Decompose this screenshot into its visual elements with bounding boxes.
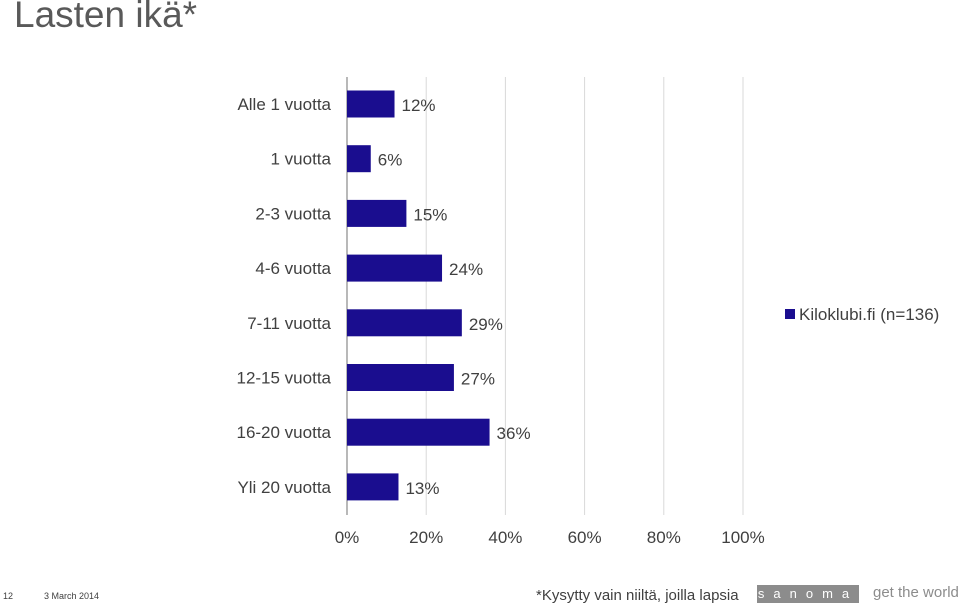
data-label: 15% (413, 205, 447, 224)
data-label: 12% (402, 96, 436, 115)
bar (347, 90, 395, 118)
page-title: Lasten ikä* (14, 0, 198, 35)
bar (347, 418, 490, 446)
category-label: 12-15 vuotta (236, 369, 331, 388)
data-label: 13% (405, 479, 439, 498)
x-tick-labels: 0% 20% 40% 60% 80% 100% (335, 528, 765, 547)
data-label: 29% (469, 315, 503, 334)
category-label: Alle 1 vuotta (237, 95, 331, 114)
data-label: 36% (497, 424, 531, 443)
legend-label: Kiloklubi.fi (n=136) (799, 305, 940, 324)
bar (347, 199, 407, 227)
x-tick-label: 40% (488, 528, 522, 547)
category-label: Yli 20 vuotta (237, 478, 331, 497)
x-tick-label: 100% (721, 528, 764, 547)
x-tick-label: 20% (409, 528, 443, 547)
data-label: 27% (461, 370, 495, 389)
legend-swatch (785, 308, 795, 319)
bar (347, 364, 454, 391)
data-label: 6% (378, 151, 403, 170)
category-label: 2-3 vuotta (255, 204, 331, 223)
legend: Kiloklubi.fi (n=136) (785, 305, 939, 325)
bar (347, 145, 371, 173)
footnote: *Kysytty vain niiltä, joilla lapsia (536, 587, 739, 604)
bar (347, 254, 443, 282)
category-label: 7-11 vuotta (247, 314, 331, 333)
bar (347, 473, 399, 501)
category-label: 1 vuotta (271, 150, 332, 169)
sanoma-logo: sanoma (757, 585, 859, 603)
tagline: get the world (873, 584, 959, 601)
data-label: 24% (449, 260, 483, 279)
page-number: 12 (3, 591, 14, 601)
value-labels: 12% 6% 15% 24% 29% 27% 36% 13% (378, 96, 531, 498)
gridlines (346, 77, 744, 515)
category-label: 4-6 vuotta (255, 259, 331, 278)
footer-date: 3 March 2014 (44, 591, 100, 601)
x-tick-label: 0% (335, 528, 360, 547)
category-labels: Alle 1 vuotta 1 vuotta 2-3 vuotta 4-6 vuott… (236, 95, 331, 497)
bar (347, 309, 462, 337)
x-tick-label: 60% (568, 528, 602, 547)
category-label: 16-20 vuotta (236, 423, 331, 442)
bars (347, 90, 490, 501)
x-tick-label: 80% (647, 528, 681, 547)
